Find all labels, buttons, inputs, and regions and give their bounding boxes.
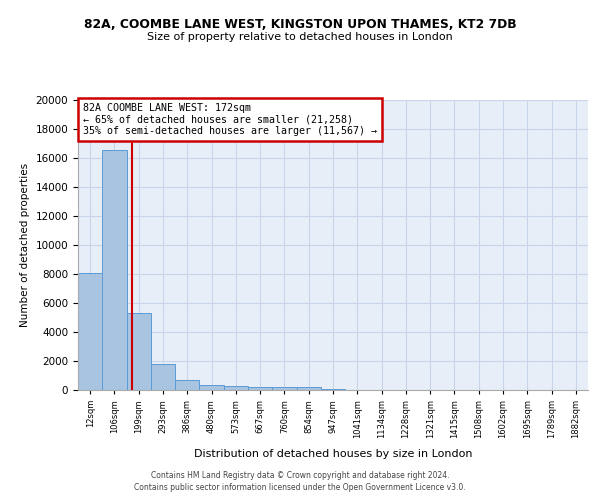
Bar	[272, 388, 296, 390]
Bar	[102, 150, 127, 390]
Bar	[224, 386, 248, 390]
Bar	[78, 272, 102, 390]
Bar	[248, 387, 272, 390]
X-axis label: Distribution of detached houses by size in London: Distribution of detached houses by size …	[194, 450, 472, 460]
Text: 82A COOMBE LANE WEST: 172sqm
← 65% of detached houses are smaller (21,258)
35% o: 82A COOMBE LANE WEST: 172sqm ← 65% of de…	[83, 103, 377, 136]
Text: Contains HM Land Registry data © Crown copyright and database right 2024.
Contai: Contains HM Land Registry data © Crown c…	[134, 471, 466, 492]
Bar	[175, 380, 199, 390]
Text: 82A, COOMBE LANE WEST, KINGSTON UPON THAMES, KT2 7DB: 82A, COOMBE LANE WEST, KINGSTON UPON THA…	[83, 18, 517, 30]
Text: Size of property relative to detached houses in London: Size of property relative to detached ho…	[147, 32, 453, 42]
Bar	[199, 385, 224, 390]
Bar	[296, 388, 321, 390]
Y-axis label: Number of detached properties: Number of detached properties	[20, 163, 30, 327]
Bar	[127, 313, 151, 390]
Bar	[151, 364, 175, 390]
